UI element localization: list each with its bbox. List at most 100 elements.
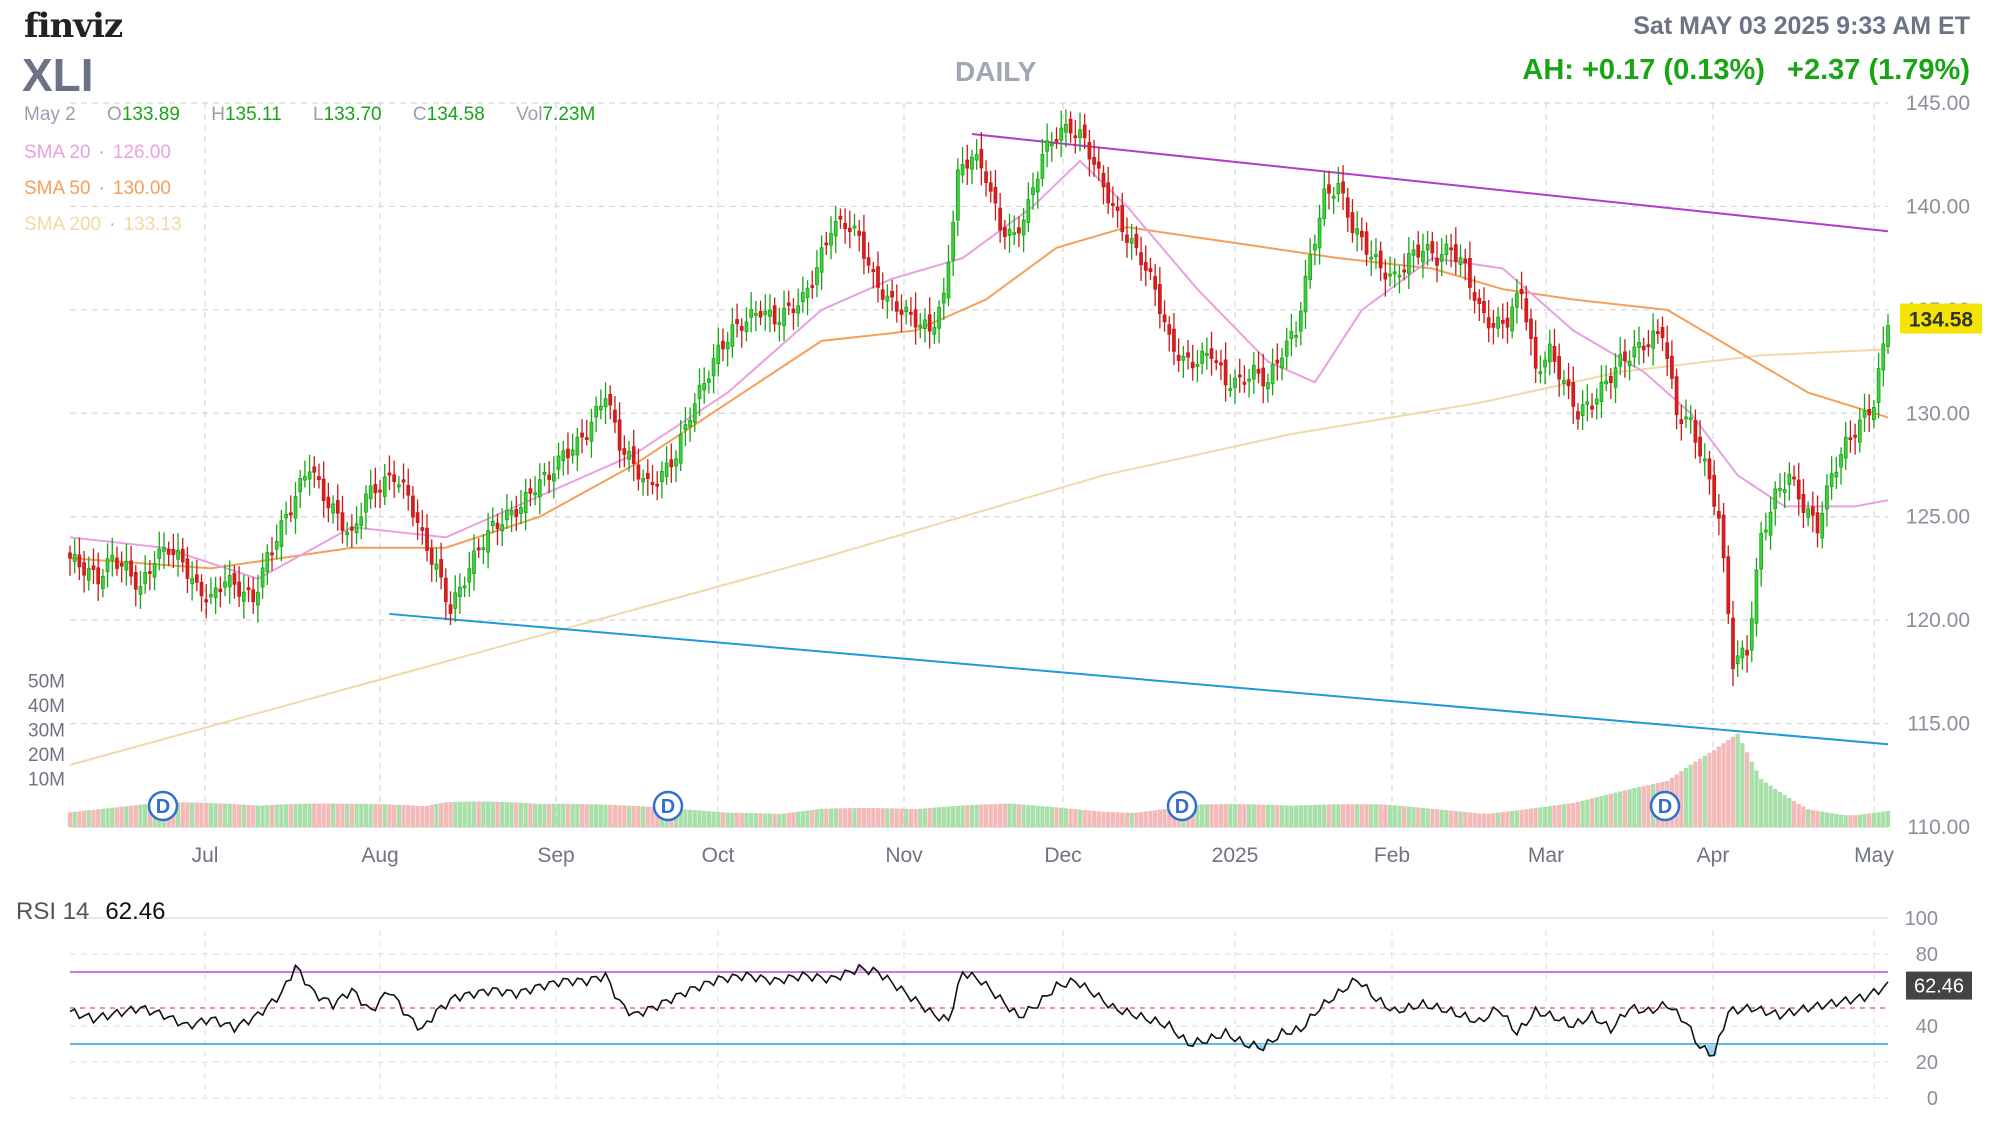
volume-bar bbox=[1110, 812, 1115, 827]
volume-bar bbox=[1378, 804, 1383, 827]
candle bbox=[1364, 231, 1369, 255]
candle bbox=[580, 432, 584, 438]
candle bbox=[1670, 355, 1674, 379]
volume-bar bbox=[547, 803, 552, 827]
candle bbox=[223, 581, 227, 588]
sma200-path bbox=[69, 348, 1889, 766]
volume-bar bbox=[1505, 811, 1510, 827]
candle bbox=[495, 522, 500, 530]
candle bbox=[758, 311, 763, 318]
candle bbox=[1562, 380, 1566, 384]
candle bbox=[1439, 254, 1444, 262]
volume-bar bbox=[1843, 815, 1848, 827]
candle bbox=[1383, 272, 1388, 280]
candle bbox=[918, 324, 923, 328]
candle bbox=[627, 450, 631, 460]
dividend-badge: D bbox=[652, 790, 684, 822]
candle bbox=[392, 474, 396, 483]
trendline-upper bbox=[971, 133, 1889, 233]
volume-bar bbox=[110, 807, 115, 827]
volume-bar bbox=[960, 805, 965, 827]
candle bbox=[913, 309, 918, 328]
volume-bar bbox=[302, 803, 307, 827]
volume-bar bbox=[500, 801, 505, 827]
candle bbox=[218, 588, 223, 593]
candle bbox=[1214, 360, 1219, 364]
candle bbox=[1237, 374, 1242, 378]
volume-bar bbox=[213, 803, 218, 827]
volume-bar bbox=[1697, 758, 1703, 827]
candle bbox=[157, 548, 162, 559]
candle bbox=[1585, 401, 1590, 405]
volume-bar bbox=[1594, 797, 1599, 827]
candle bbox=[683, 424, 688, 430]
volume-bar bbox=[598, 804, 603, 827]
candle bbox=[716, 344, 721, 365]
volume-bar bbox=[124, 806, 129, 827]
volume-axis: 50M 40M 30M 20M 10M bbox=[28, 672, 65, 791]
dividend-badge: D bbox=[1649, 790, 1681, 822]
volume-bar bbox=[1636, 787, 1642, 827]
candle bbox=[1468, 257, 1472, 288]
volume-bar bbox=[1481, 813, 1487, 827]
candle bbox=[1486, 317, 1491, 329]
volume-bar bbox=[626, 805, 632, 827]
candle bbox=[1336, 183, 1341, 195]
candle bbox=[359, 516, 364, 526]
volume-bar bbox=[190, 802, 195, 827]
volume-bar bbox=[335, 803, 340, 827]
volume-bar bbox=[1641, 785, 1646, 827]
volume-bar bbox=[1712, 750, 1717, 827]
volume-bar bbox=[1702, 755, 1707, 827]
candle bbox=[401, 479, 406, 483]
candle bbox=[1721, 514, 1726, 559]
volume-bar bbox=[772, 813, 777, 827]
volume-bar bbox=[603, 804, 608, 827]
candle bbox=[1684, 416, 1688, 420]
candle bbox=[1374, 254, 1378, 258]
volume-bar bbox=[687, 809, 693, 827]
candle bbox=[378, 489, 382, 493]
volume-bar bbox=[1143, 811, 1148, 827]
high-label: H bbox=[211, 104, 225, 125]
candle bbox=[721, 340, 725, 350]
volume-bar bbox=[1214, 804, 1219, 827]
volume-bar bbox=[1232, 804, 1238, 827]
volume-bar bbox=[1439, 809, 1444, 827]
volume-bar bbox=[636, 806, 641, 827]
volume-bar bbox=[1359, 804, 1364, 827]
candle bbox=[725, 342, 730, 350]
volume-bar bbox=[819, 808, 824, 827]
volume-bar bbox=[612, 805, 618, 827]
finviz-logo[interactable]: finviz bbox=[24, 6, 123, 46]
volume-bar bbox=[542, 803, 547, 827]
volume-bar bbox=[1829, 813, 1834, 827]
volume-bar bbox=[1608, 793, 1613, 827]
volume-bar bbox=[1195, 804, 1200, 827]
volume-bar bbox=[1148, 810, 1153, 827]
rsi-tick-label: 100 bbox=[1905, 908, 1938, 930]
candle bbox=[852, 225, 857, 229]
candle bbox=[904, 306, 909, 313]
candle bbox=[1482, 301, 1486, 314]
candle bbox=[1261, 367, 1266, 387]
candle bbox=[317, 476, 321, 480]
volume-bar bbox=[998, 803, 1003, 827]
volume-bar bbox=[222, 803, 228, 827]
price-tick-label: 110.00 bbox=[1907, 816, 1970, 839]
candle bbox=[1698, 436, 1702, 457]
candle bbox=[364, 493, 368, 513]
volume-bar bbox=[1209, 804, 1214, 827]
candle bbox=[1435, 257, 1439, 266]
volume-bar bbox=[1735, 733, 1740, 827]
volume-bar bbox=[443, 802, 448, 827]
volume-bar bbox=[396, 804, 401, 827]
candle bbox=[434, 563, 439, 570]
candle bbox=[1247, 378, 1251, 382]
price-tag-bg bbox=[1900, 303, 1982, 334]
candle bbox=[425, 527, 429, 551]
volume-bar bbox=[237, 804, 242, 827]
candle bbox=[1012, 232, 1017, 236]
volume-bar bbox=[523, 802, 528, 827]
volume-bar bbox=[1458, 811, 1463, 827]
